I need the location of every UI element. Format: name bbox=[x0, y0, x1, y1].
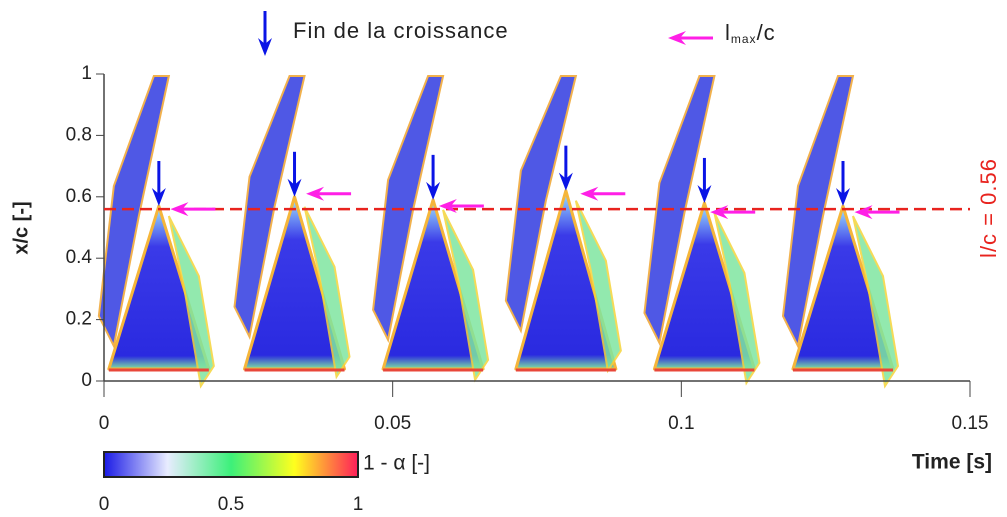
legend-label: Fin de la croissance bbox=[293, 18, 509, 43]
lmax-arrow bbox=[438, 199, 484, 214]
lmax-arrow bbox=[710, 205, 756, 220]
arrow-head bbox=[170, 202, 189, 217]
y-tick-label: 0.6 bbox=[66, 186, 92, 207]
x-tick-label: 0.15 bbox=[952, 413, 989, 434]
colorbar-tick-label: 0.5 bbox=[218, 494, 244, 515]
growth-end-arrow bbox=[287, 151, 302, 197]
colorbar-label: 1 - α [-] bbox=[363, 452, 430, 475]
cavity-wake bbox=[303, 206, 351, 380]
arrow-head bbox=[580, 186, 599, 201]
cavity-wake bbox=[574, 200, 622, 374]
cavity-wake bbox=[713, 212, 761, 386]
cavity-wake bbox=[167, 215, 215, 389]
lmax-arrow bbox=[668, 31, 713, 45]
x-axis-label: Time [s] bbox=[912, 451, 992, 474]
shed-cloud bbox=[504, 75, 578, 334]
shed-cloud bbox=[372, 75, 445, 343]
lmax-arrow bbox=[854, 205, 900, 220]
legend-label: lmax/c bbox=[725, 20, 776, 46]
colorbar-tick-label: 0 bbox=[99, 494, 110, 515]
legend-label-sub: max bbox=[731, 32, 757, 46]
y-tick-label: 0.4 bbox=[66, 247, 93, 268]
arrow-head bbox=[287, 178, 302, 197]
shed-cloud bbox=[233, 75, 306, 340]
growth-end-arrow bbox=[258, 11, 272, 56]
arrow-head bbox=[835, 188, 850, 207]
growth-end-arrow bbox=[835, 161, 850, 207]
legend-label-suffix: /c bbox=[757, 20, 776, 45]
arrow-head bbox=[558, 172, 573, 191]
x-tick-label: 0.1 bbox=[668, 413, 694, 434]
arrow-head bbox=[426, 181, 441, 200]
growth-end-arrow bbox=[697, 157, 712, 203]
lmax-arrow bbox=[580, 186, 626, 201]
legend-label: l bbox=[725, 20, 731, 45]
colorbar-tick-label: 1 bbox=[353, 494, 364, 515]
growth-end-arrow bbox=[426, 154, 441, 200]
cavity-field bbox=[97, 75, 900, 389]
shed-cloud bbox=[97, 75, 171, 350]
arrow-head bbox=[151, 188, 166, 207]
y-tick-label: 0.2 bbox=[66, 309, 92, 330]
shed-cloud bbox=[781, 75, 855, 350]
y-tick-label: 0 bbox=[81, 370, 92, 391]
arrow-head bbox=[306, 186, 325, 201]
reference-label: l/c = 0.56 bbox=[976, 158, 1001, 258]
lmax-arrow bbox=[170, 202, 216, 217]
arrow-head bbox=[668, 31, 686, 45]
lmax-arrow bbox=[306, 186, 352, 201]
cavity-wake bbox=[852, 215, 900, 389]
growth-end-arrow bbox=[558, 145, 573, 191]
colorbar bbox=[103, 451, 359, 478]
arrow-head bbox=[258, 38, 272, 56]
growth-end-arrow bbox=[151, 161, 166, 207]
arrow-head bbox=[697, 184, 712, 203]
x-tick-label: 0.05 bbox=[374, 413, 411, 434]
y-tick-label: 1 bbox=[81, 63, 92, 84]
arrow-head bbox=[710, 205, 729, 220]
arrow-head bbox=[854, 205, 873, 220]
y-tick-label: 0.8 bbox=[66, 124, 92, 145]
x-tick-label: 0 bbox=[99, 413, 110, 434]
y-axis-label: x/c [-] bbox=[10, 201, 32, 254]
shed-cloud bbox=[643, 75, 716, 347]
arrow-head bbox=[438, 199, 457, 214]
